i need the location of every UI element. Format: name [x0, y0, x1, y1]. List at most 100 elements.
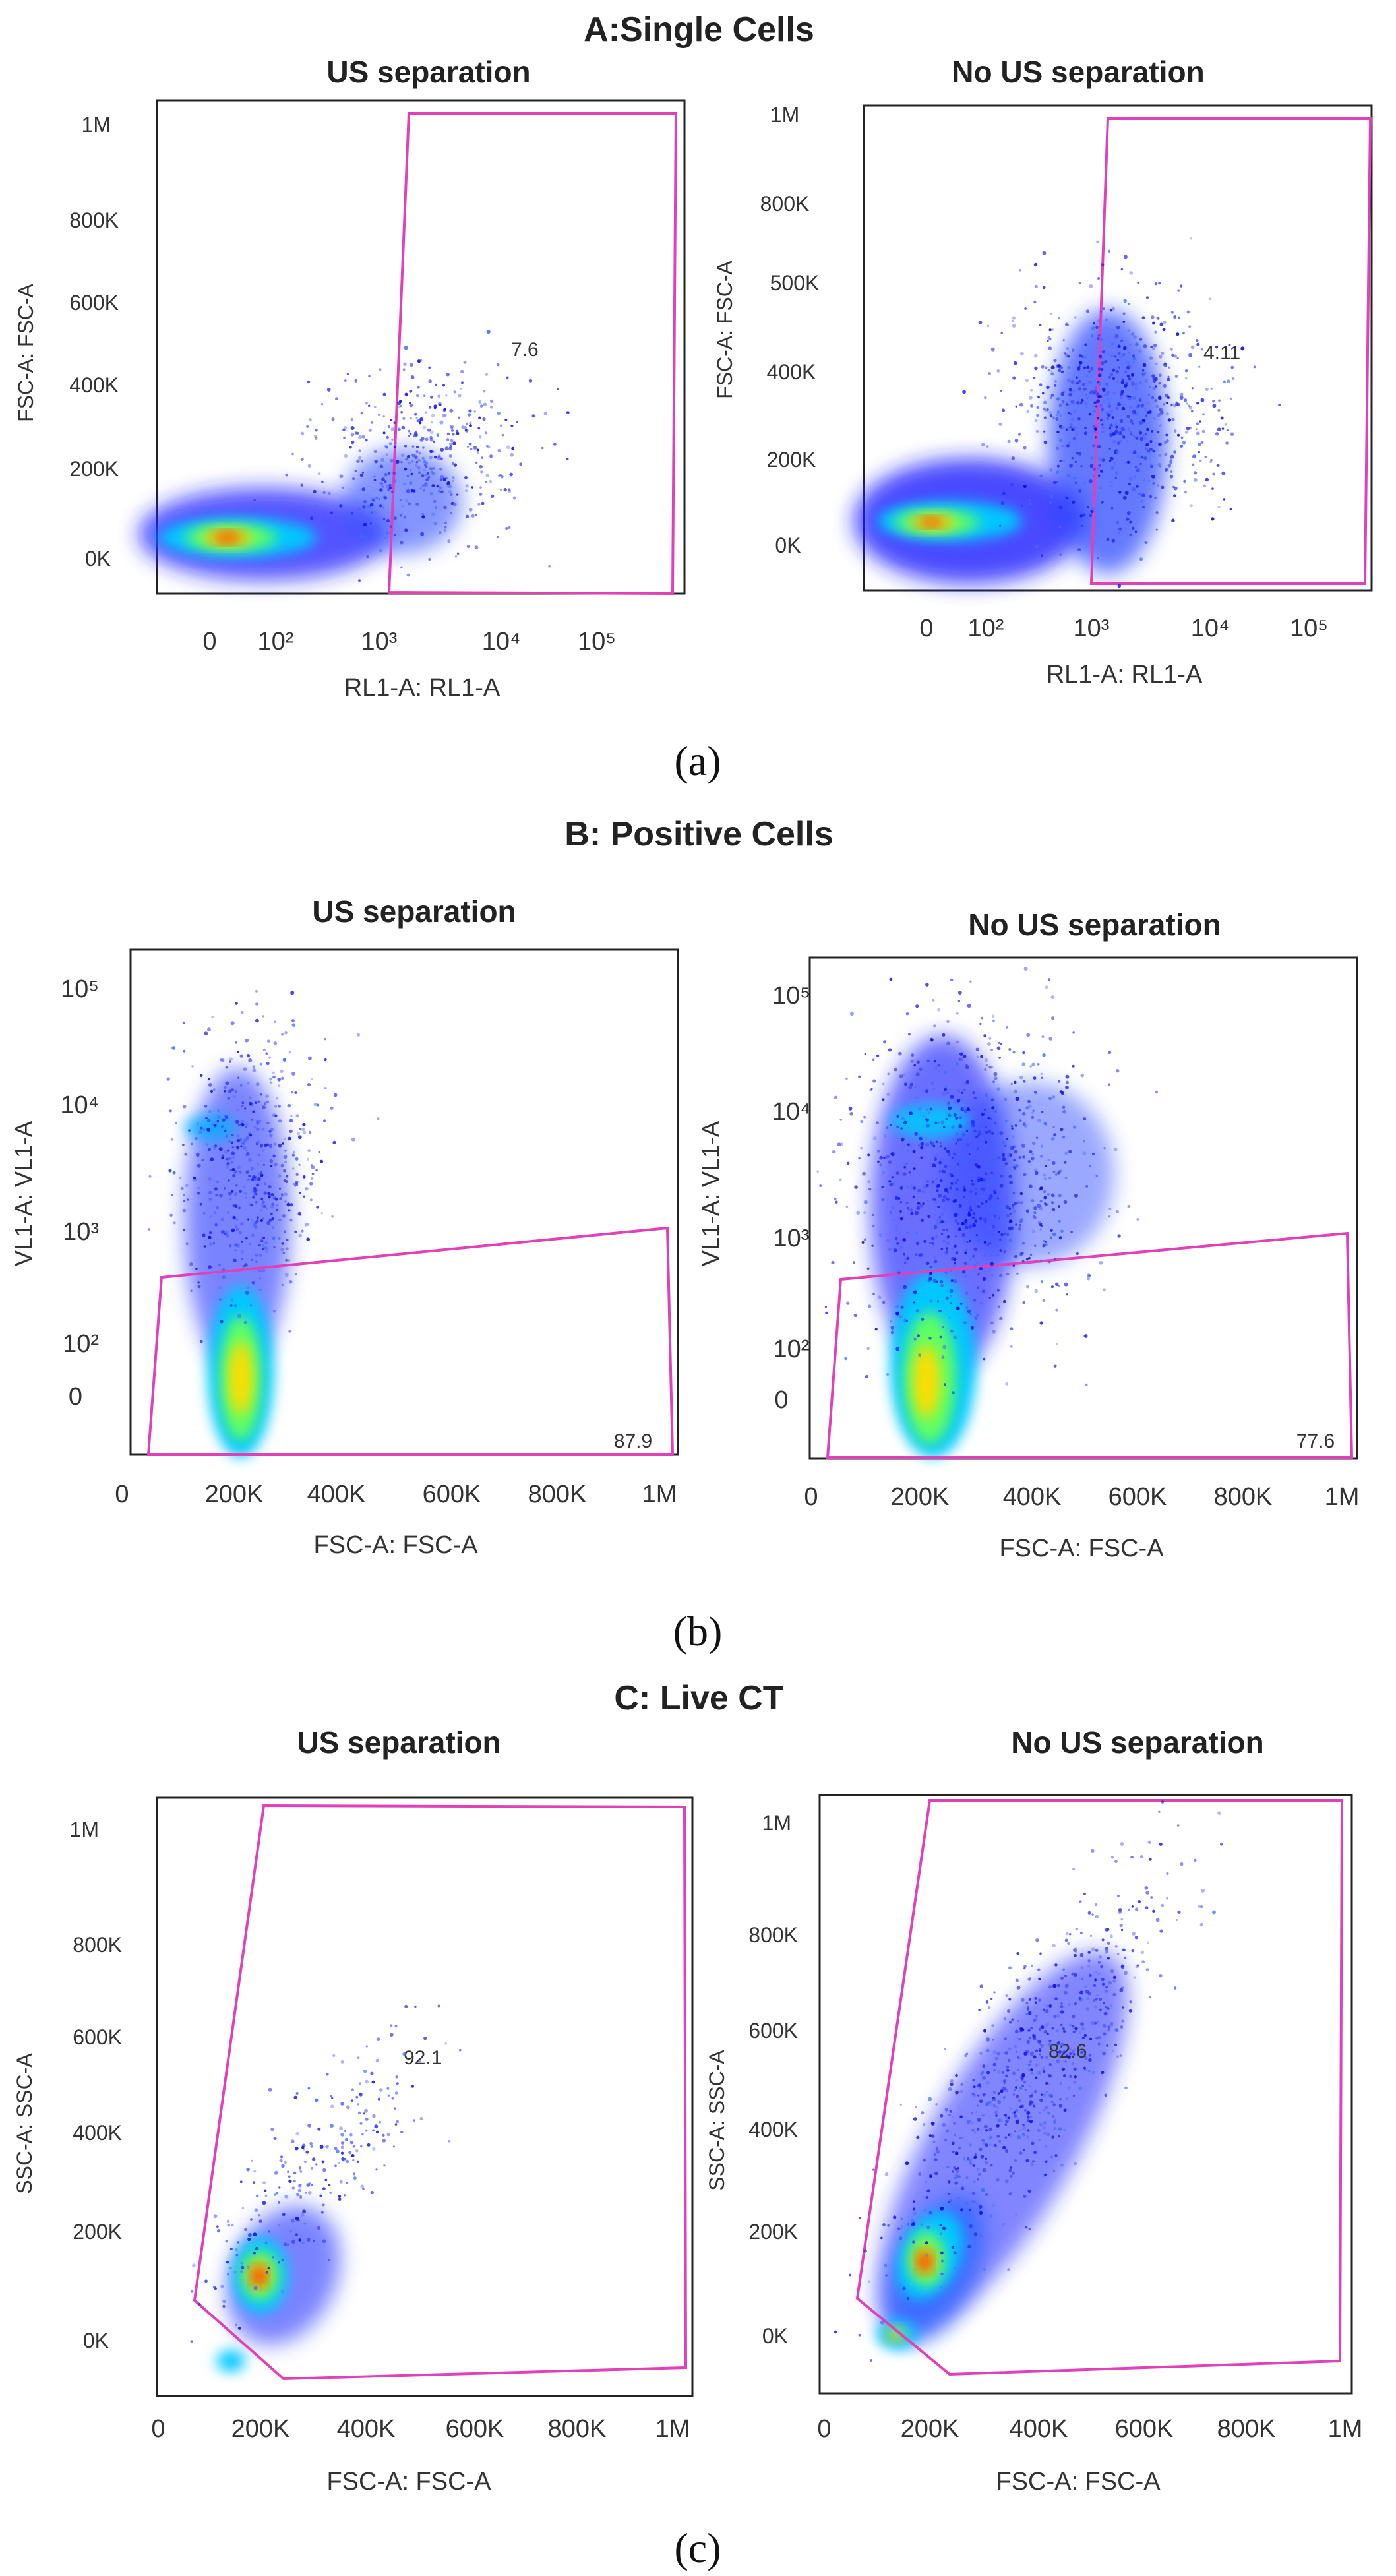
event-dot	[934, 1121, 938, 1124]
y-axis-label: SSC-A: SSC-A	[705, 2050, 729, 2191]
event-dot	[280, 1194, 284, 1197]
event-dot	[382, 2139, 386, 2143]
event-dot	[1085, 1185, 1089, 1188]
event-dot	[301, 2242, 305, 2245]
event-dot	[420, 359, 423, 362]
event-dot	[992, 2062, 997, 2067]
event-dot	[1004, 1196, 1009, 1200]
event-dot	[940, 1283, 944, 1287]
event-dot	[281, 2258, 285, 2262]
event-dot	[311, 1172, 315, 1175]
event-dot	[245, 1122, 249, 1126]
event-dot	[896, 1115, 899, 1118]
event-dot	[957, 1306, 960, 1310]
gate-polygon	[387, 112, 678, 596]
event-dot	[1107, 1942, 1110, 1946]
event-dot	[930, 1039, 934, 1042]
event-dot	[902, 1073, 906, 1076]
event-dot	[476, 448, 479, 452]
event-dot	[232, 1174, 236, 1178]
event-dot	[282, 1058, 287, 1062]
event-dot	[876, 1121, 879, 1124]
event-dot	[322, 491, 326, 495]
event-dot	[288, 1051, 291, 1054]
event-dot	[985, 2161, 988, 2164]
event-dot	[1151, 315, 1155, 319]
event-dot	[362, 505, 366, 509]
event-dot	[976, 2128, 980, 2131]
event-dot	[359, 2092, 362, 2095]
event-dot	[839, 1178, 842, 1181]
event-dot	[1072, 1031, 1075, 1034]
event-dot	[1091, 444, 1095, 448]
event-dot	[965, 1143, 970, 1147]
event-dot	[237, 1050, 239, 1053]
event-dot	[1128, 352, 1130, 354]
event-dot	[228, 1140, 231, 1143]
event-dot	[1173, 450, 1176, 454]
event-dot	[384, 480, 387, 483]
event-dot	[990, 1225, 994, 1229]
event-dot	[1034, 1171, 1039, 1175]
event-dot	[310, 1078, 313, 1080]
event-dot	[1118, 532, 1120, 534]
event-dot	[913, 1337, 917, 1341]
event-dot	[460, 369, 464, 374]
event-dot	[240, 1222, 244, 1226]
event-dot	[1110, 1969, 1114, 1973]
event-dot	[1112, 392, 1116, 396]
event-dot	[1143, 456, 1147, 460]
event-dot	[1040, 1155, 1043, 1158]
event-dot	[1027, 2008, 1030, 2011]
event-dot	[1114, 429, 1118, 433]
event-dot	[959, 2137, 961, 2139]
event-dot	[1014, 1124, 1018, 1128]
event-dot	[406, 489, 410, 493]
event-dot	[1074, 1947, 1077, 1950]
event-dot	[1042, 1053, 1046, 1057]
event-dot	[1014, 1202, 1017, 1206]
event-dot	[903, 1285, 907, 1289]
event-dot	[1094, 2005, 1097, 2008]
event-dot	[1080, 1966, 1084, 1969]
event-dot	[262, 2181, 266, 2184]
event-dot	[1061, 400, 1065, 404]
event-dot	[899, 2103, 902, 2106]
event-dot	[1047, 1252, 1050, 1254]
event-dot	[275, 1208, 278, 1211]
event-dot	[1186, 310, 1190, 314]
event-dot	[923, 2159, 926, 2162]
event-dot	[1118, 431, 1122, 435]
event-dot	[1004, 2136, 1008, 2139]
event-dot	[1002, 491, 1006, 495]
event-dot	[1035, 544, 1039, 549]
event-dot	[1145, 433, 1147, 435]
event-dot	[1019, 1201, 1023, 1204]
event-dot	[365, 2079, 369, 2084]
event-dot	[1048, 2004, 1052, 2008]
event-dot	[1066, 2097, 1069, 2101]
event-dot	[268, 1056, 272, 1059]
event-dot	[1038, 1205, 1043, 1210]
event-dot	[235, 1227, 240, 1232]
event-dot	[968, 1224, 973, 1229]
event-dot	[1043, 2174, 1046, 2178]
event-dot	[954, 2133, 956, 2137]
event-dot	[959, 1057, 964, 1062]
event-dot	[271, 1202, 275, 1206]
event-dot	[1023, 2080, 1027, 2084]
event-dot	[415, 464, 417, 467]
event-dot	[1159, 355, 1163, 359]
event-dot	[291, 1023, 296, 1027]
event-dot	[355, 2095, 359, 2099]
event-dot	[1056, 464, 1060, 468]
event-dot	[1205, 477, 1209, 482]
event-dot	[978, 1155, 983, 1160]
event-dot	[1131, 1949, 1134, 1953]
event-dot	[210, 1089, 214, 1093]
event-dot	[218, 1297, 222, 1301]
event-dot	[390, 458, 394, 463]
event-dot	[283, 2242, 288, 2247]
event-dot	[294, 1230, 297, 1233]
event-dot	[392, 2145, 396, 2148]
